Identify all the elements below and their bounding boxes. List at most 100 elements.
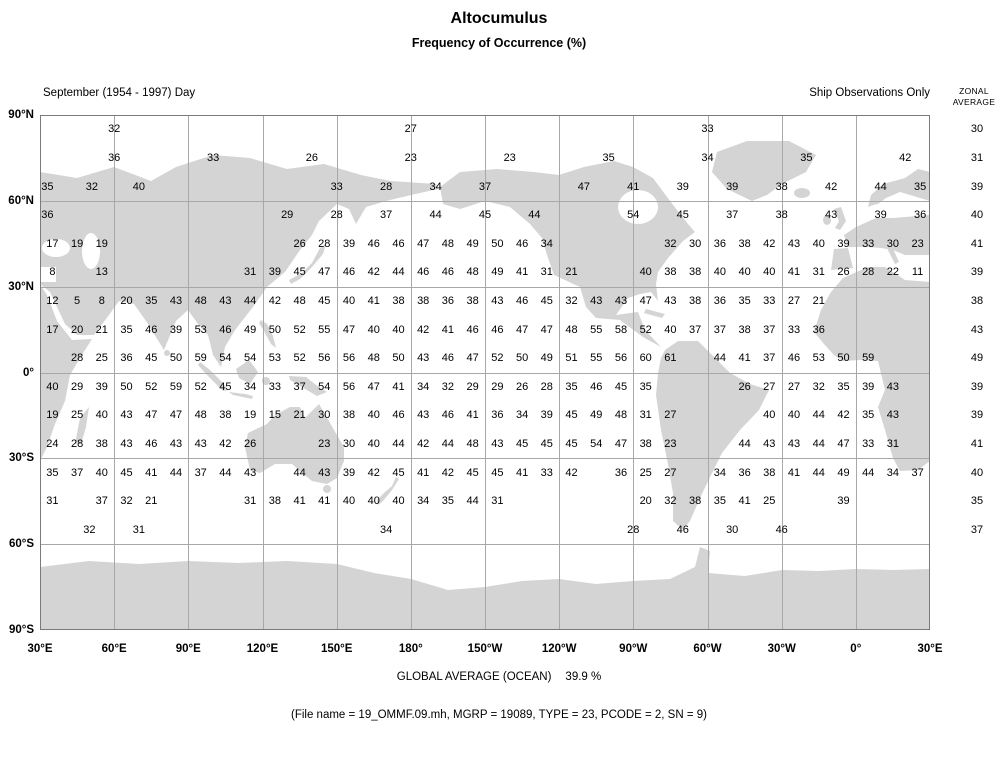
longitude-tick-label: 30°E bbox=[27, 643, 53, 655]
grid-value: 41 bbox=[392, 380, 405, 393]
grid-value: 54 bbox=[243, 352, 257, 365]
grid-value: 59 bbox=[194, 352, 207, 365]
grid-value: 46 bbox=[219, 323, 232, 336]
grid-value: 55 bbox=[318, 323, 331, 336]
grid-value: 25 bbox=[763, 495, 776, 508]
grid-value: 38 bbox=[417, 295, 430, 307]
grid-value: 49 bbox=[491, 266, 504, 279]
grid-value: 40 bbox=[132, 180, 146, 193]
land-borneo bbox=[236, 360, 258, 384]
grid-value: 49 bbox=[243, 323, 257, 336]
grid-value: 40 bbox=[95, 466, 108, 479]
longitude-tick-label: 90°W bbox=[619, 643, 648, 655]
grid-value: 34 bbox=[417, 495, 430, 508]
land-tasmania bbox=[323, 485, 331, 493]
grid-value: 35 bbox=[145, 295, 158, 307]
grid-value: 40 bbox=[95, 409, 108, 422]
grid-value: 34 bbox=[515, 409, 529, 422]
grid-value: 38 bbox=[688, 495, 702, 508]
grid-value: 17 bbox=[46, 237, 59, 250]
grid-value: 34 bbox=[379, 523, 393, 536]
grid-value: 35 bbox=[441, 495, 455, 508]
zonal-header-line2: AVERAGE bbox=[952, 97, 996, 107]
global-average-label: GLOBAL AVERAGE (OCEAN) bbox=[396, 671, 552, 683]
grid-value: 38 bbox=[219, 409, 232, 422]
latitude-tick-label: 30°S bbox=[8, 452, 34, 465]
grid-value: 34 bbox=[540, 237, 553, 250]
grid-value: 29 bbox=[466, 380, 479, 393]
zonal-average-value: 43 bbox=[970, 323, 984, 336]
grid-value: 28 bbox=[862, 266, 875, 279]
grid-value: 39 bbox=[837, 237, 850, 250]
grid-value: 53 bbox=[194, 323, 207, 336]
grid-value: 33 bbox=[701, 123, 714, 136]
grid-value: 28 bbox=[627, 523, 640, 536]
grid-value: 46 bbox=[515, 295, 529, 307]
zonal-average-value: 39 bbox=[970, 409, 984, 422]
grid-value: 56 bbox=[342, 352, 356, 365]
grid-value: 23 bbox=[404, 151, 417, 164]
zonal-average-value: 41 bbox=[970, 237, 984, 250]
land-sri-lanka bbox=[164, 350, 170, 356]
grid-value: 39 bbox=[95, 380, 108, 393]
grid-value: 41 bbox=[738, 495, 751, 508]
grid-value: 47 bbox=[318, 266, 331, 279]
grid-value: 20 bbox=[639, 495, 652, 508]
grid-value: 36 bbox=[713, 295, 727, 307]
grid-value: 32 bbox=[664, 237, 677, 250]
latitude-tick-label: 60°S bbox=[8, 538, 34, 551]
grid-value: 39 bbox=[342, 237, 356, 250]
grid-value: 50 bbox=[515, 352, 529, 365]
grid-value: 45 bbox=[145, 352, 158, 365]
grid-value: 43 bbox=[491, 438, 504, 450]
grid-value: 50 bbox=[120, 380, 133, 393]
longitude-tick-label: 150°E bbox=[320, 643, 353, 655]
grid-value: 46 bbox=[676, 523, 689, 536]
longitude-tick-label: 90°E bbox=[175, 643, 201, 655]
grid-value: 37 bbox=[379, 209, 393, 222]
grid-value: 33 bbox=[540, 466, 553, 479]
grid-value: 48 bbox=[194, 295, 207, 307]
zonal-average-value: 49 bbox=[970, 352, 984, 365]
grid-value: 40 bbox=[787, 409, 801, 422]
grid-value: 33 bbox=[268, 380, 282, 393]
grid-value: 44 bbox=[392, 438, 405, 450]
grid-value: 41 bbox=[441, 323, 455, 336]
grid-value: 53 bbox=[812, 352, 825, 365]
grid-value: 42 bbox=[268, 295, 282, 307]
grid-value: 44 bbox=[738, 438, 751, 450]
grid-value: 21 bbox=[145, 495, 158, 508]
chart-subtitle: Frequency of Occurrence (%) bbox=[411, 36, 587, 50]
grid-value: 44 bbox=[392, 266, 405, 279]
grid-value: 41 bbox=[293, 495, 306, 508]
grid-value: 40 bbox=[367, 409, 380, 422]
grid-value: 40 bbox=[367, 495, 380, 508]
grid-value: 37 bbox=[70, 466, 84, 479]
grid-value: 35 bbox=[120, 323, 133, 336]
grid-value: 15 bbox=[268, 409, 282, 422]
grid-value: 19 bbox=[70, 237, 84, 250]
grid-value: 25 bbox=[95, 352, 108, 365]
grid-value: 28 bbox=[540, 380, 553, 393]
grid-value: 36 bbox=[614, 466, 628, 479]
longitude-tick-label: 120°E bbox=[246, 643, 279, 655]
grid-value: 32 bbox=[812, 380, 825, 393]
grid-value: 46 bbox=[590, 380, 603, 393]
grid-value: 31 bbox=[639, 409, 652, 422]
grid-value: 52 bbox=[293, 323, 306, 336]
grid-value: 31 bbox=[46, 495, 59, 508]
grid-values-layer: 32 27 33 36 33 26 23 23 35 34 35 42 35 32 40 33 28 34 37 47… bbox=[40, 115, 930, 630]
grid-value: 43 bbox=[318, 466, 331, 479]
latitude-tick-label: 90°S bbox=[8, 624, 34, 636]
grid-value: 36 bbox=[108, 151, 121, 164]
grid-value: 35 bbox=[913, 180, 927, 193]
grid-value: 49 bbox=[466, 237, 479, 250]
grid-value: 42 bbox=[837, 409, 850, 422]
grid-value: 59 bbox=[169, 380, 183, 393]
grid-value: 42 bbox=[367, 466, 380, 479]
zonal-average-value: 37 bbox=[970, 523, 984, 536]
grid-value: 38 bbox=[95, 438, 108, 450]
zonal-average-value: 40 bbox=[970, 209, 984, 222]
grid-value: 34 bbox=[417, 380, 430, 393]
